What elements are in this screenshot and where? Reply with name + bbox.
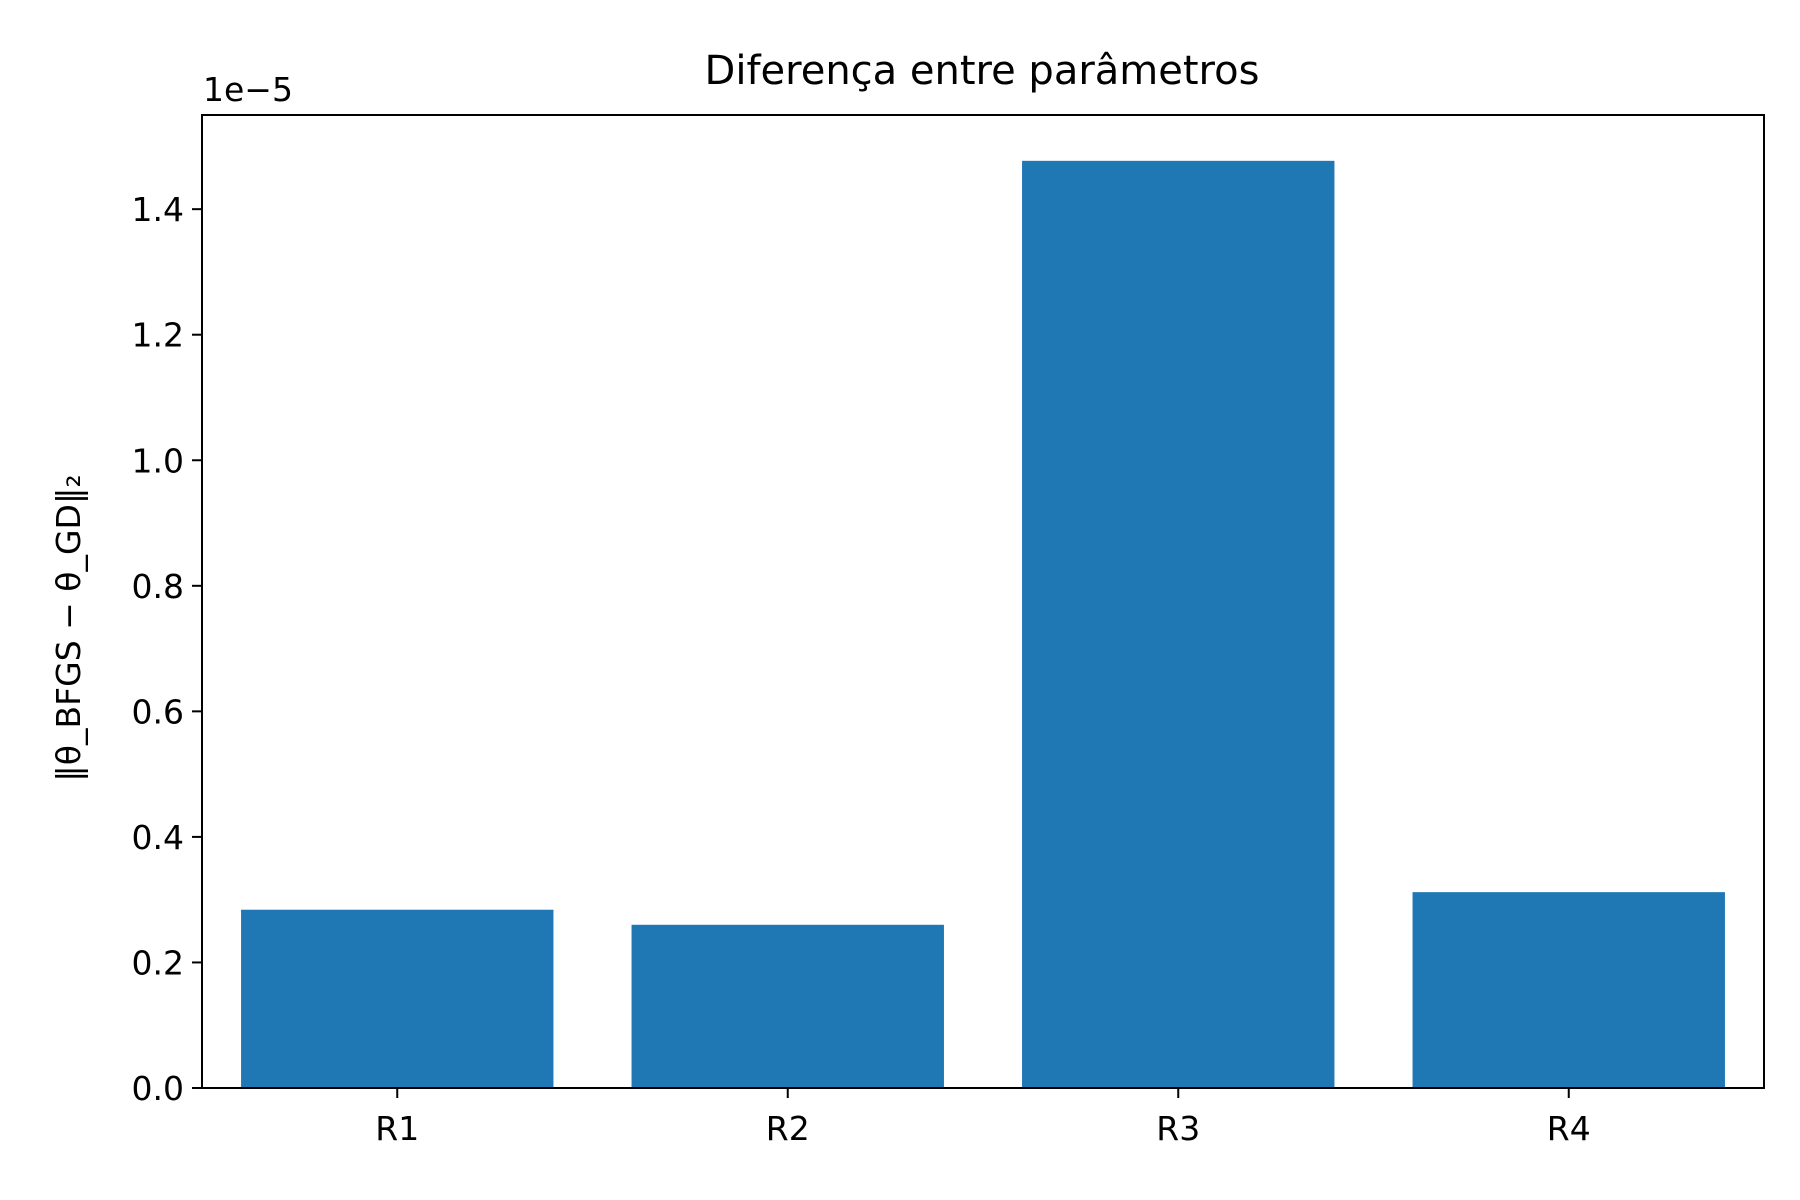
chart-title: Diferença entre parâmetros <box>705 48 1260 94</box>
x-axis-ticks: R1 R2 R3 R4 <box>375 1088 1591 1148</box>
y-axis-label: ‖θ_BFGS − θ_GD‖₂ <box>49 474 88 781</box>
x-tick-label: R1 <box>375 1109 419 1148</box>
y-tick-label: 1.4 <box>132 190 184 229</box>
y-tick-label: 0.6 <box>132 692 184 731</box>
y-tick-label: 1.0 <box>132 441 184 480</box>
y-tick-label: 1.2 <box>132 316 184 355</box>
bar-r4 <box>1412 892 1725 1088</box>
x-tick-label: R3 <box>1156 1109 1200 1148</box>
plot-area-frame <box>201 114 1765 1089</box>
bar-r3 <box>1022 160 1335 1088</box>
x-tick-label: R2 <box>766 1109 810 1148</box>
y-axis-ticks: 0.0 0.2 0.4 0.6 0.8 1.0 1.2 1.4 <box>132 190 202 1108</box>
y-tick-label: 0.0 <box>132 1069 184 1108</box>
bar-r1 <box>241 909 554 1088</box>
y-tick-label: 0.4 <box>132 818 184 857</box>
bars-group <box>241 160 1725 1088</box>
y-axis-offset-label: 1e−5 <box>203 70 293 109</box>
y-tick-label: 0.2 <box>132 943 184 982</box>
x-tick-label: R4 <box>1547 1109 1591 1148</box>
y-tick-label: 0.8 <box>132 567 184 606</box>
bar-r2 <box>631 924 944 1088</box>
